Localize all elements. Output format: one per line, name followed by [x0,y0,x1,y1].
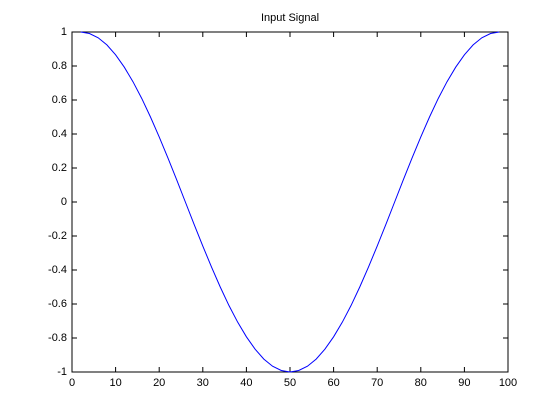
x-tick-label: 90 [458,377,470,389]
y-tick-label: -1 [57,366,67,378]
y-tick-label: -0.4 [48,264,67,276]
x-tick-label: 0 [69,377,75,389]
y-tick-label: 0.8 [52,60,67,72]
x-tick-label: 20 [153,377,165,389]
x-tick-label: 40 [240,377,252,389]
y-tick-label: 0.6 [52,94,67,106]
y-tick-label: -0.2 [48,230,67,242]
y-tick-label: 0.2 [52,162,67,174]
x-tick-label: 80 [415,377,427,389]
y-tick-label: 0.4 [52,128,67,140]
y-tick-label: -0.8 [48,332,67,344]
plot-area [71,31,509,373]
x-tick-label: 70 [371,377,383,389]
y-tick-label: 1 [61,26,67,38]
y-tick-label: -0.6 [48,298,67,310]
x-tick-label: 50 [284,377,296,389]
x-tick-label: 60 [327,377,339,389]
x-tick-label: 100 [499,377,517,389]
x-tick-label: 10 [109,377,121,389]
y-tick-label: 0 [61,196,67,208]
line-series [80,31,500,373]
chart-title: Input Signal [261,12,319,24]
x-tick-label: 30 [197,377,209,389]
